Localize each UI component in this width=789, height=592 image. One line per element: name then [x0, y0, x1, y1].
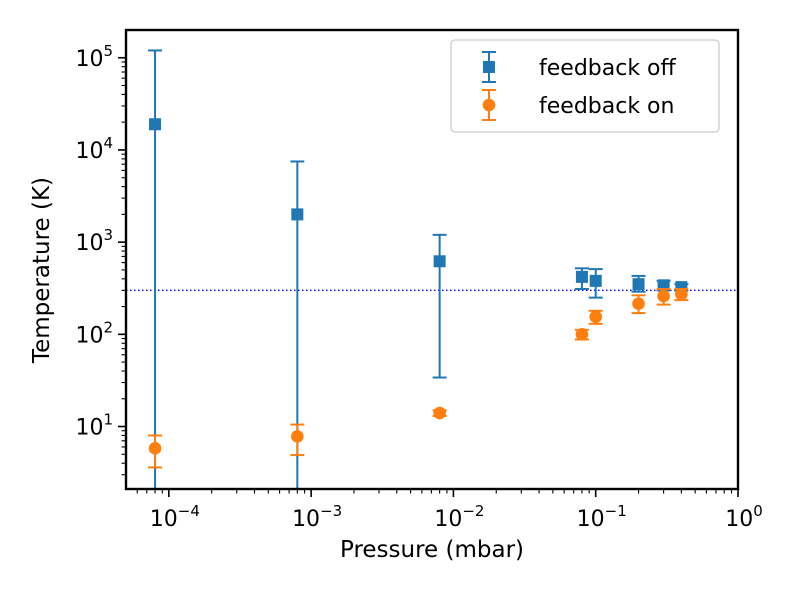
marker-square [632, 278, 645, 291]
data-point [148, 434, 163, 469]
data-point [588, 268, 603, 299]
data-point [432, 233, 447, 379]
data-point [148, 49, 163, 489]
x-tick-label: 10−2 [434, 502, 484, 532]
data-point [574, 328, 589, 341]
marker-square [291, 208, 304, 221]
legend-entry: feedback off [482, 51, 677, 83]
legend: feedback off feedback on [450, 39, 720, 133]
marker-circle [657, 289, 670, 303]
x-tick-label: 100 [725, 502, 763, 532]
marker-square [149, 118, 162, 131]
axes-layer: 10−4 10−3 10−2 10−1 100 101 102 103 104 105 [75, 28, 763, 532]
marker-square [433, 255, 446, 268]
data-point [656, 288, 671, 306]
marker-circle [589, 310, 603, 324]
marker-circle [632, 297, 645, 310]
legend-marker-circle [482, 98, 496, 112]
marker-circle [433, 406, 446, 420]
y-tick-label: 102 [75, 318, 113, 348]
marker-circle [148, 442, 162, 455]
series-feedback-on [148, 287, 689, 469]
data-point [674, 287, 689, 302]
legend-entry: feedback on [482, 89, 674, 121]
data-point [631, 294, 646, 315]
x-tick-label: 10−1 [577, 502, 627, 532]
y-tick-label: 105 [75, 42, 113, 72]
y-tick-label: 104 [75, 134, 113, 164]
legend-label: feedback off [539, 56, 677, 81]
legend-box [450, 39, 720, 133]
x-axis-label: Pressure (mbar) [340, 537, 524, 563]
marker-circle [675, 287, 688, 301]
legend-marker-square [483, 61, 495, 73]
data-point [574, 267, 589, 291]
x-tick-label: 10−3 [292, 502, 342, 532]
marker-square [575, 270, 588, 283]
axes-frame [124, 28, 740, 491]
marker-circle [575, 328, 589, 341]
y-tick-label: 103 [75, 226, 113, 256]
data-point [631, 274, 646, 293]
data-point [588, 309, 603, 325]
marker-square [589, 274, 602, 287]
marker-circle [291, 430, 304, 443]
x-tick-label: 10−4 [150, 502, 200, 532]
series-layer [148, 49, 689, 489]
y-axis-label: Temperature (K) [29, 177, 55, 364]
data-point [432, 406, 447, 420]
legend-label: feedback on [539, 94, 674, 119]
y-tick-label: 101 [75, 411, 113, 441]
data-point [290, 423, 305, 457]
